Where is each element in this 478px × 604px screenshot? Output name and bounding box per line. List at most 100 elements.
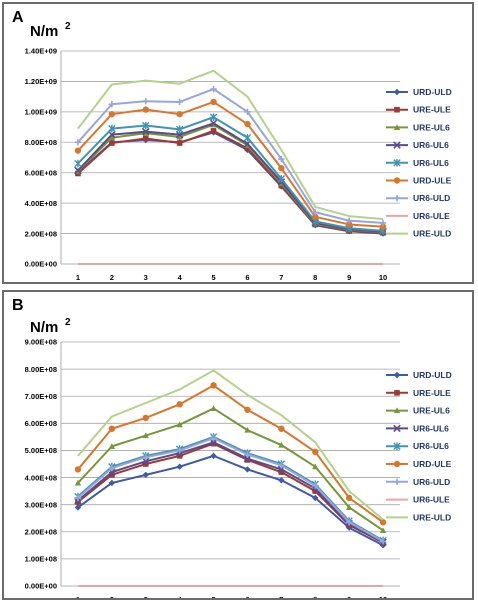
- data-point: [244, 145, 251, 152]
- data-point: [175, 130, 184, 139]
- data-point: [74, 166, 82, 175]
- x-tick-label: 3: [144, 595, 148, 598]
- y-tick-label: 2.00E+08: [25, 229, 57, 238]
- unit-label: N/m: [30, 319, 58, 336]
- data-point: [108, 425, 116, 432]
- data-point: [209, 113, 218, 121]
- legend-label: UR6-ULD: [413, 193, 450, 203]
- data-point: [345, 217, 353, 224]
- series-line: [77, 441, 384, 543]
- data-point: [345, 504, 353, 510]
- x-tick-label: 2: [110, 595, 114, 598]
- data-point: [108, 110, 116, 118]
- data-point: [142, 98, 149, 105]
- data-point: [244, 120, 251, 128]
- legend-label: UR6-UL6: [413, 158, 449, 168]
- y-tick-label: 1.20E+09: [25, 77, 57, 86]
- y-tick-label: 4.00E+08: [25, 473, 57, 482]
- data-point: [312, 213, 319, 221]
- x-tick-label: 9: [347, 273, 351, 282]
- legend-label: URE-UL6: [413, 406, 450, 416]
- y-tick-label: 9.00E+08: [25, 338, 57, 347]
- data-point: [141, 127, 150, 136]
- data-point: [108, 130, 116, 139]
- data-point: [210, 382, 217, 389]
- x-tick-label: 3: [144, 273, 148, 282]
- y-tick-label: 1.00E+09: [25, 108, 57, 117]
- legend-marker: [393, 478, 401, 485]
- data-point: [244, 426, 251, 433]
- legend-entry: UR6-UL6: [386, 423, 449, 433]
- legend-entry: URE-UL6: [386, 406, 450, 416]
- series-ur6-ul6-3: [74, 438, 387, 546]
- data-point: [74, 147, 82, 154]
- data-point: [277, 175, 286, 183]
- data-point: [243, 454, 252, 463]
- y-tick-label: 7.00E+08: [25, 392, 57, 401]
- data-point: [278, 164, 285, 172]
- data-point: [74, 159, 82, 168]
- unit-superscript: 2: [65, 317, 71, 328]
- legend-marker: [393, 88, 401, 96]
- legend-entry: UR6-ULE: [386, 211, 450, 221]
- data-point: [312, 448, 319, 455]
- x-tick-label: 5: [211, 595, 215, 598]
- y-tick-label: 4.00E+08: [25, 199, 57, 208]
- legend-label: URD-ULE: [413, 459, 452, 469]
- series-ur6-uld-6: [74, 435, 387, 545]
- data-point: [210, 128, 217, 134]
- data-point: [312, 482, 319, 489]
- series-ure-uld-8: [77, 369, 384, 521]
- series-line: [77, 69, 384, 221]
- legend-label: URE-ULD: [413, 229, 451, 239]
- x-tick-label: 6: [245, 273, 249, 282]
- legend-entry: URD-ULE: [386, 176, 452, 186]
- data-point: [176, 110, 183, 118]
- series-line: [77, 454, 384, 547]
- legend-label: UR6-ULE: [413, 211, 450, 221]
- data-point: [379, 223, 387, 230]
- legend-marker: [393, 141, 401, 149]
- series-line: [77, 437, 384, 543]
- data-point: [108, 134, 116, 141]
- chart-panel-a: A N/m 2 0.00E+00 2.00E+08 4.00E+08 6.00E+08 8.0…: [2, 2, 474, 284]
- data-point: [210, 440, 217, 447]
- data-point: [142, 121, 150, 130]
- legend-entry: UR6-UL6: [386, 441, 449, 451]
- legend-label: URE-ULE: [413, 388, 451, 398]
- data-point: [142, 461, 149, 467]
- data-point: [142, 106, 149, 113]
- chart-panel-b: B N/m 2 0.00E+00 1.00E+08 2.00E+08 3.00E+08 4.0…: [2, 290, 474, 600]
- legend-label: UR6-UL6: [413, 441, 449, 451]
- legend-label: UR6-UL6: [413, 140, 449, 150]
- x-tick-label: 7: [279, 273, 283, 282]
- legend-marker: [394, 106, 400, 113]
- data-point: [108, 479, 116, 487]
- data-point: [210, 405, 217, 411]
- x-tick-label: 10: [379, 595, 387, 598]
- data-point: [278, 425, 285, 432]
- data-point: [176, 98, 183, 106]
- x-tick-label: 9: [347, 595, 351, 598]
- data-point: [108, 101, 116, 108]
- panel-label: A: [12, 9, 24, 26]
- data-point: [210, 85, 217, 93]
- series-line: [77, 369, 384, 521]
- data-point: [244, 457, 251, 463]
- x-tick-label: 8: [313, 595, 317, 598]
- legend-label: URE-ULE: [413, 105, 451, 115]
- data-point: [243, 133, 252, 142]
- series-ur6-uld-6: [74, 85, 387, 227]
- data-point: [175, 125, 184, 134]
- y-tick-label: 3.00E+08: [25, 500, 57, 509]
- data-point: [345, 494, 353, 502]
- legend-label: UR6-ULD: [413, 477, 450, 487]
- x-tick-label: 5: [211, 273, 215, 282]
- chart-b-svg: B N/m 2 0.00E+00 1.00E+08 2.00E+08 3.00E+08 4.0…: [12, 297, 452, 598]
- series-line: [77, 88, 384, 224]
- y-tick-label: 5.00E+08: [25, 446, 57, 455]
- chart-a-svg: A N/m 2 0.00E+00 2.00E+08 4.00E+08 6.00E+08 8.0…: [12, 9, 452, 282]
- legend-label: URD-ULE: [413, 176, 452, 186]
- data-point: [345, 519, 353, 526]
- legend-entry: UR6-UL6: [386, 158, 449, 168]
